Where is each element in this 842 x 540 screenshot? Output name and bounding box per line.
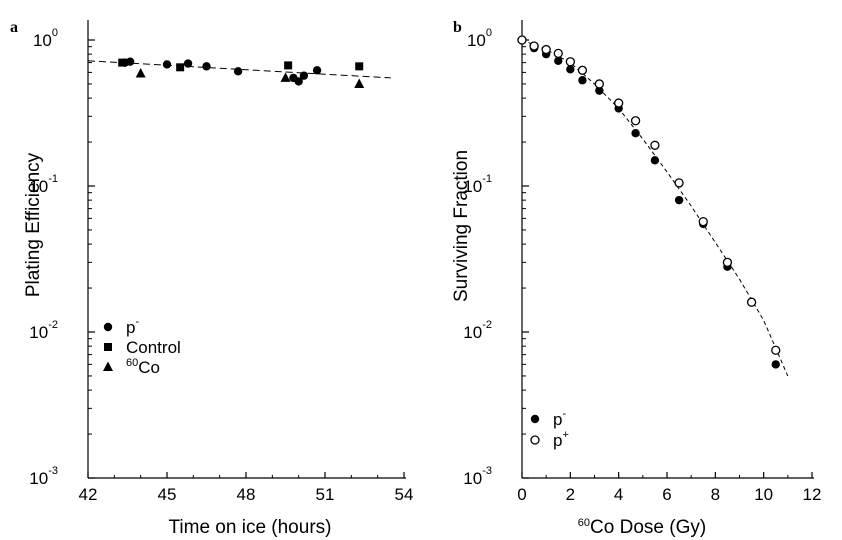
panel-b-series-2-point <box>722 257 733 267</box>
panel-b-series-2-point <box>698 216 708 227</box>
panel-b-legend-marker-1 <box>530 414 540 424</box>
panel-a-series-1-point <box>202 62 211 71</box>
panel-a-series-1-point <box>312 66 322 75</box>
panel-a-legend-label-2: Control <box>126 338 181 357</box>
panel-a-x-tick-label: 48 <box>237 485 256 504</box>
panel-b-series-1-point <box>595 86 604 95</box>
panel-a-letter: a <box>10 19 18 36</box>
panel-a-series-1-point <box>294 77 303 86</box>
panel-a-series-2-point <box>284 61 293 70</box>
panel-b-plot: 0 2 4 6 8 10 12 100 10-1 10-2 10-3 p-p+ <box>463 20 821 504</box>
panel-b-xlabel-isotope: 60 <box>578 517 590 529</box>
panel-b-legend-marker-2 <box>530 435 540 445</box>
panel-a-series-1-point <box>125 57 135 66</box>
panel-a-series-3-point <box>280 72 291 82</box>
panel-b-x-tick-label: 10 <box>754 485 773 504</box>
panel-b-y-tick-label: 10-3 <box>463 465 492 488</box>
panel-b-series-1-point <box>674 195 684 205</box>
panel-b-x-tick-label: 12 <box>803 485 822 504</box>
panel-b-ylabel: Surviving Fraction <box>451 150 472 302</box>
panel-b-fit <box>521 39 789 377</box>
panel-b-series-1-point <box>578 76 587 85</box>
panel-b-marks <box>517 35 781 369</box>
panel-b-legend: p-p+ <box>530 408 569 450</box>
panel-a-fit <box>87 60 391 79</box>
panel-b-series-1-point <box>650 156 660 165</box>
panel-a-series-2-point <box>176 63 185 72</box>
panel-a-legend-label-3: 60Co <box>126 357 160 377</box>
panel-b-series-2-point <box>674 178 684 188</box>
panel-a-y-tick-label: 10-2 <box>29 319 58 342</box>
panel-b-series-1-point <box>771 360 780 369</box>
panel-a-y-tick-label: 10-3 <box>29 465 58 488</box>
panel-a-x-tick-label: 51 <box>316 485 335 504</box>
panel-b-series-1-point <box>566 65 575 74</box>
panel-b-xlabel-text: Co Dose (Gy) <box>590 517 706 538</box>
panel-b-series-2-point <box>771 345 781 355</box>
panel-a-legend-label-1: p- <box>126 316 139 337</box>
panel-b-x-tick-label: 4 <box>614 485 623 504</box>
panel-a-legend-marker-3 <box>103 361 113 371</box>
panel-b-series-2-point <box>614 98 624 108</box>
panel-b-x-tick-label: 2 <box>566 485 575 504</box>
panel-a-series-2-point <box>355 62 364 71</box>
panel-a-marks <box>118 57 365 88</box>
panel-b-series-2-point <box>565 57 575 67</box>
panel-b-y-tick-label: 10-1 <box>463 173 492 196</box>
panel-a-series-1-point <box>162 60 172 69</box>
panel-b-series-2-point <box>746 297 757 307</box>
panel-b-x-tick-label: 6 <box>662 485 671 504</box>
panel-b-y-tick-label: 10-2 <box>463 319 492 342</box>
panel-a-ylabel: Plating Efficiency <box>23 152 44 297</box>
panel-a-series-3-point <box>135 67 146 78</box>
panel-b-series-1-point <box>554 56 563 66</box>
panel-b-series-2-point <box>517 35 527 45</box>
panel-a-series-1-point <box>183 59 193 68</box>
panel-a-xlabel: Time on ice (hours) <box>169 517 332 538</box>
panel-b-x-tick-label: 8 <box>711 485 720 504</box>
panel-a-series-1-point <box>233 67 243 76</box>
panel-b-x-tick-label: 0 <box>517 485 526 504</box>
panel-b-series-2-point <box>553 48 563 59</box>
panel-a-legend-marker-2 <box>104 343 112 351</box>
panel-a-x-tick-label: 45 <box>158 485 177 504</box>
panel-a-axes: 42 45 48 51 54 100 10-1 10-2 10-3 <box>29 20 413 504</box>
panel-b-axes: 0 2 4 6 8 10 12 100 10-1 10-2 10-3 <box>463 20 821 504</box>
panel-b-series-2-point <box>630 116 641 126</box>
panel-a-x-tick-label: 42 <box>79 485 98 504</box>
panel-b-series-2-point <box>650 140 660 150</box>
panel-a-y-tick-label: 10-1 <box>29 173 58 196</box>
panel-b-xlabel: 60Co Dose (Gy) <box>578 517 706 538</box>
panel-a-fit-line <box>87 60 391 79</box>
panel-a-legend-marker-1 <box>103 322 113 332</box>
panel-b-y-tick-label: 100 <box>467 27 492 50</box>
panel-a-series-2-point <box>118 58 127 67</box>
panel-b-series-2-point <box>577 65 588 75</box>
panel-b-letter: b <box>453 19 462 36</box>
panel-b-series-2-point <box>529 41 539 51</box>
panel-b-legend-label-2: p+ <box>553 429 569 450</box>
panel-a-series-1-point <box>299 71 309 80</box>
panel-b-series-2-point <box>594 79 604 89</box>
panel-b-series-2-point <box>541 44 551 55</box>
panel-b-legend-label-1: p- <box>553 408 566 429</box>
panel-a-series-3-point <box>354 78 365 88</box>
panel-a-y-tick-label: 100 <box>33 27 58 50</box>
panel-b-series-1-point <box>631 128 640 138</box>
panel-b-fit-line <box>521 39 789 377</box>
panel-a-x-tick-label: 54 <box>395 485 414 504</box>
